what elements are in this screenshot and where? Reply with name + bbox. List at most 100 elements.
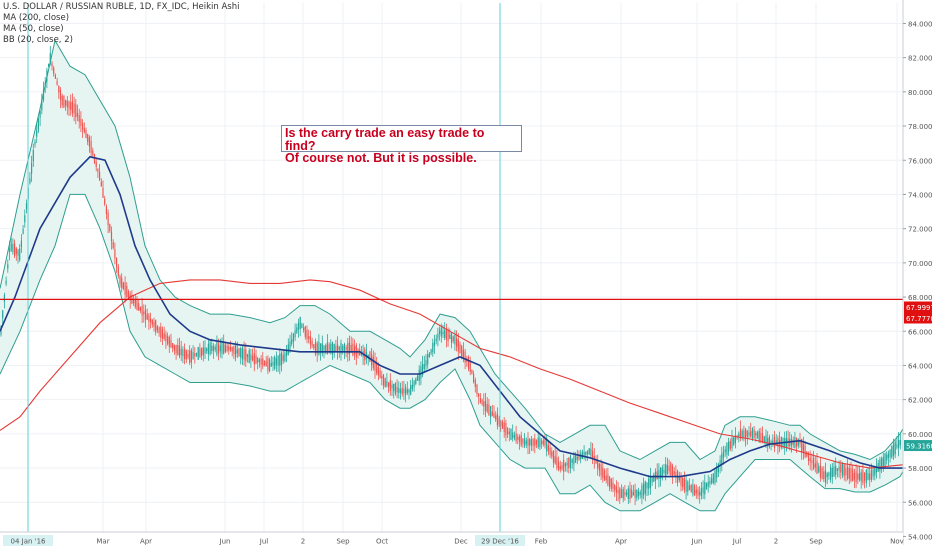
candle-body [476,384,478,395]
candle-body [2,310,4,319]
candle-body [109,224,111,232]
candle-body [845,467,847,475]
candle-body [886,454,888,461]
candle-body [350,344,352,353]
candle-body [401,387,403,395]
candle-body [887,453,889,458]
candle-body [646,482,648,489]
candle-body [816,461,818,474]
candle-body [226,345,228,351]
candle-body [882,456,884,467]
candle-body [304,326,306,337]
candle-body [410,384,412,395]
candle-body [442,331,444,335]
candle-body [532,439,534,446]
price-tick-label: 62.0000 [908,397,932,405]
candle-body [814,463,816,468]
candle-body [486,404,488,412]
candle-body [515,433,517,442]
candle-body [58,85,60,93]
candle-body [767,437,769,445]
candle-body [501,421,504,429]
candle-body [898,440,900,448]
candle-body [738,433,740,438]
candle-body [78,115,80,122]
candle-body [700,488,702,497]
candle-body [219,345,221,352]
candle-body [855,471,857,482]
legend-ma50[interactable]: MA (50, close) [3,24,64,34]
candle-body [473,373,475,382]
candle-body [775,440,777,445]
candle-body [763,436,765,442]
candle-body [143,311,145,315]
candle-body [194,353,196,357]
time-tick-label: Apr [615,538,627,546]
price-tick-label: 68.0000 [908,294,932,302]
candle-body [658,469,660,480]
candle-body [644,481,646,494]
candle-body [836,468,838,471]
candle-body [88,137,90,147]
candle-body [447,330,449,342]
candle-body [15,248,17,255]
candle-body [216,342,218,355]
legend-ma200[interactable]: MA (200, close) [3,13,70,23]
time-tick-label: Feb [535,538,548,546]
candle-body [29,178,31,184]
candle-body [354,346,356,355]
candle-body [258,359,260,363]
candle-body [894,441,896,455]
time-axis[interactable]: 04 Jan '16 Mar Apr Jun Jul 2 Sep Oct Dec 29 Dec '… [0,531,904,550]
candle-body [835,466,837,475]
candle-body [711,478,713,483]
candle-body [838,466,840,471]
candle-body [479,398,481,403]
moving-averages [0,155,906,478]
candle-body [518,436,521,442]
candle-body [275,358,277,366]
candle-body [54,74,56,79]
candle-body [687,481,689,492]
candle-body [415,378,417,384]
candle-body [75,104,77,118]
candle-body [891,446,893,458]
candle-body [627,488,629,499]
legend-bb[interactable]: BB (20, close, 2) [3,35,73,45]
candle-body [177,345,179,355]
candle-body [172,342,174,349]
candle-body [729,441,731,449]
candle-body [328,344,330,353]
candle-body [517,436,519,440]
candle-body [602,467,604,479]
text-annotation[interactable]: Is the carry trade an easy trade to find… [281,125,522,164]
candle-body [289,341,291,350]
price-tick-label: 78.0000 [908,123,932,131]
candle-body [461,345,463,357]
candle-body [428,353,430,358]
candle-body [277,355,279,366]
candle-body [117,266,119,276]
candle-body [707,482,709,487]
candle-body [309,336,311,345]
candle-body [158,327,160,334]
candle-body [537,437,539,448]
candle-body [869,473,871,480]
candle-body [563,459,565,472]
price-axis[interactable]: 54.0000 56.0000 58.0000 60.0000 62.0000 64.00… [902,0,932,550]
candle-body [379,370,381,378]
candle-body [745,428,747,439]
candles [0,45,901,506]
time-tick-label: 04 Jan '16 [11,538,47,546]
candle-body [624,492,626,496]
candle-body [731,437,733,449]
candle-body [39,110,41,118]
candle-body [575,455,577,463]
candle-body [423,364,425,370]
candle-body [316,343,318,354]
candle-body [71,100,73,114]
candle-body [12,244,14,253]
candle-body [343,343,345,353]
